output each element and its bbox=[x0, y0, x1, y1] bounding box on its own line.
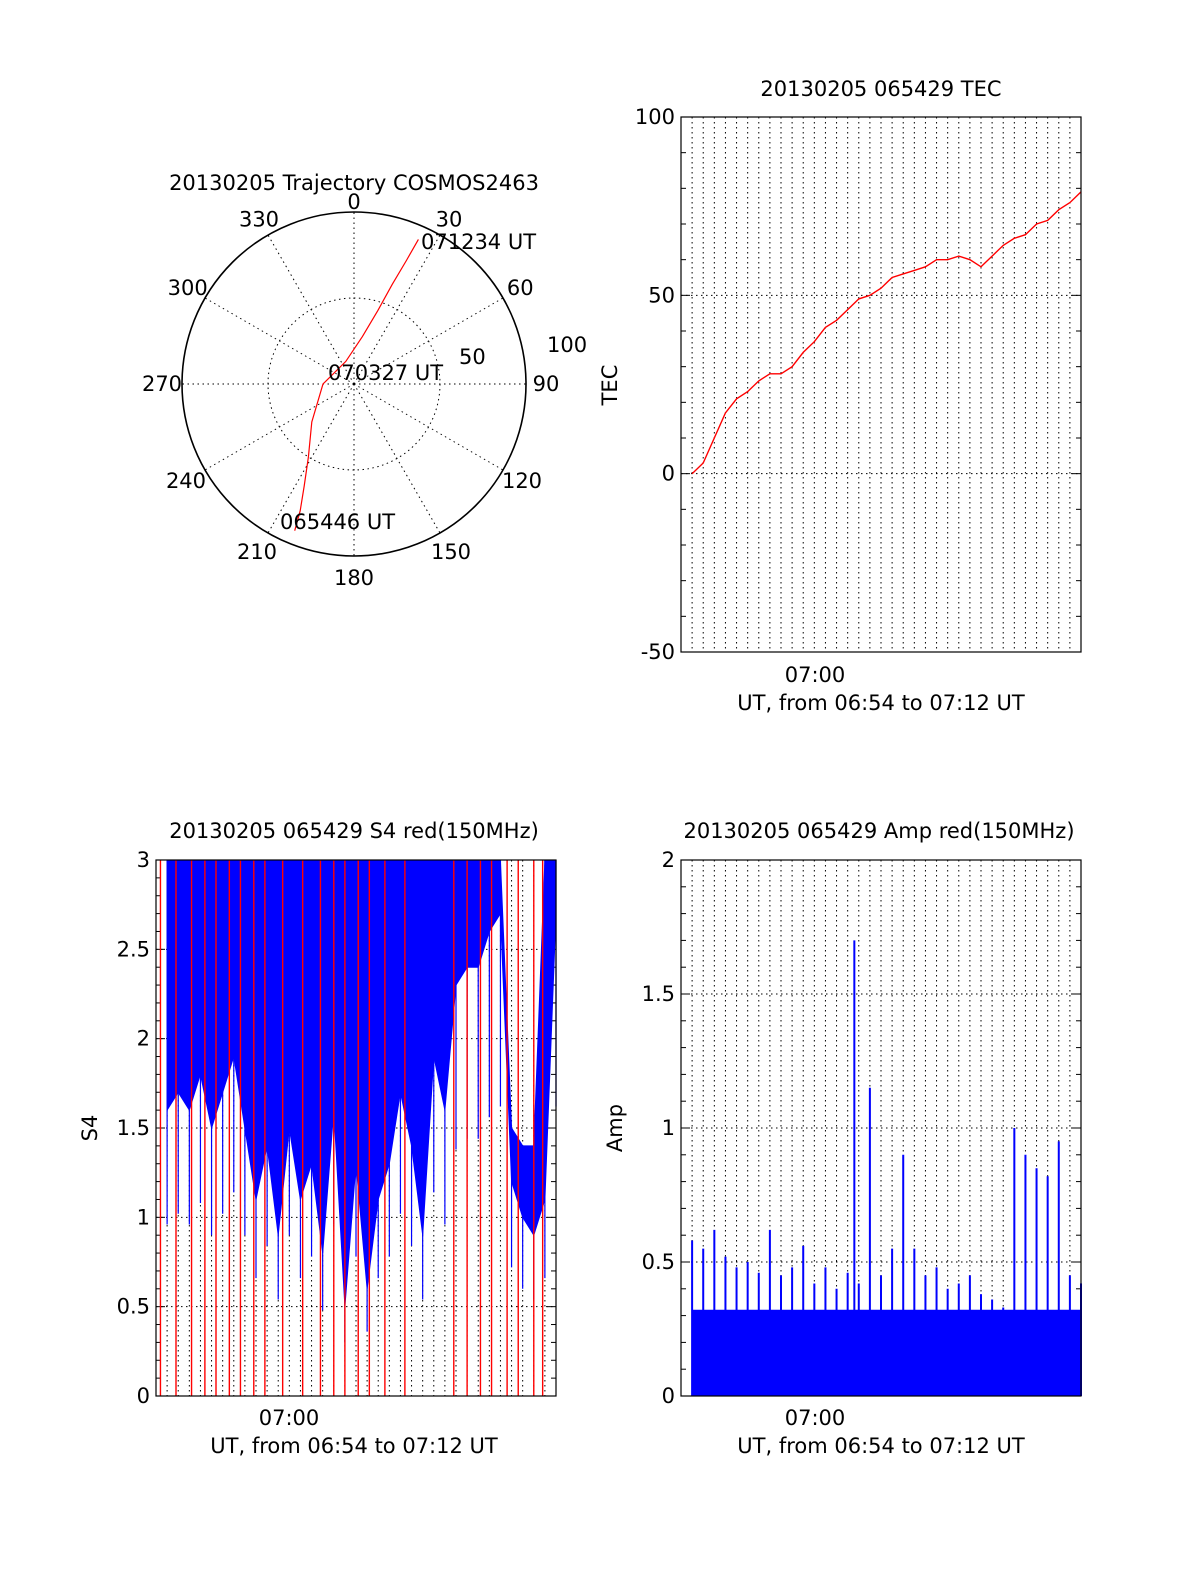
polar-azimuth-label-270: 270 bbox=[142, 372, 182, 396]
amp-y-tick-0.5: 0.5 bbox=[642, 1250, 675, 1274]
tec-grid bbox=[681, 116, 1081, 653]
polar-azimuth-label-30: 30 bbox=[436, 207, 463, 231]
s4-y-tick-2: 2 bbox=[137, 1027, 150, 1051]
s4-y-tick-1: 1 bbox=[137, 1205, 150, 1229]
polar-spoke-300 bbox=[204, 297, 355, 385]
tec-series bbox=[691, 191, 1082, 475]
s4-x-axis-label: UT, from 06:54 to 07:12 UT bbox=[210, 1434, 498, 1458]
tec-y-tick-labels: -50 0 50 100 bbox=[635, 105, 675, 664]
polar-spoke-330 bbox=[267, 234, 355, 385]
tec-y-tick-50: 50 bbox=[648, 283, 675, 307]
trajectory-mid-label: 070327 UT bbox=[328, 361, 443, 385]
tec-x-tick-label: 07:00 bbox=[785, 663, 846, 687]
tec-plot-frame bbox=[680, 116, 1082, 653]
polar-spoke-150 bbox=[353, 383, 441, 534]
s4-y-tick-3: 3 bbox=[137, 848, 150, 872]
polar-trajectory-chart: 20130205 Trajectory COSMOS2463 0 30 60 90 12… bbox=[142, 171, 587, 590]
amp-y-tick-2: 2 bbox=[662, 848, 675, 872]
s4-chart: 20130205 065429 S4 red(150MHz) 0 0.5 1 1.5 2… bbox=[78, 819, 557, 1458]
s4-blue-band bbox=[166, 859, 557, 1307]
trajectory-end-label: 071234 UT bbox=[421, 230, 536, 254]
s4-series bbox=[159, 859, 557, 1396]
s4-y-tick-2.5: 2.5 bbox=[117, 937, 150, 961]
s4-y-tick-0: 0 bbox=[137, 1384, 150, 1408]
polar-azimuth-label-240: 240 bbox=[166, 469, 206, 493]
polar-spoke-210 bbox=[267, 383, 355, 534]
s4-plot-frame bbox=[155, 859, 557, 1397]
tec-y-tick--50: -50 bbox=[641, 640, 675, 664]
polar-azimuth-label-210: 210 bbox=[237, 540, 277, 564]
tec-y-axis-label: TEC bbox=[598, 365, 622, 407]
tec-y-tick-100: 100 bbox=[635, 105, 675, 129]
amp-base-fill bbox=[691, 1309, 1082, 1397]
trajectory-start-label: 065446 UT bbox=[280, 510, 395, 534]
amp-x-tick-label: 07:00 bbox=[785, 1406, 846, 1430]
s4-y-tick-0.5: 0.5 bbox=[117, 1295, 150, 1319]
amp-y-tick-0: 0 bbox=[662, 1384, 675, 1408]
amp-chart: 20130205 065429 Amp red(150MHz) 0 0.5 1 1.5… bbox=[603, 819, 1082, 1458]
amp-y-tick-1.5: 1.5 bbox=[642, 982, 675, 1006]
polar-spoke-120 bbox=[353, 383, 504, 471]
s4-y-axis-label: S4 bbox=[78, 1115, 102, 1142]
amp-series bbox=[691, 940, 1082, 1397]
tec-y-tick-0: 0 bbox=[662, 462, 675, 486]
amp-y-tick-labels: 0 0.5 1 1.5 2 bbox=[642, 848, 675, 1408]
tec-title: 20130205 065429 TEC bbox=[760, 77, 1001, 101]
tec-series-line bbox=[691, 191, 1082, 475]
polar-azimuth-label-330: 330 bbox=[239, 207, 279, 231]
polar-radial-label-100: 100 bbox=[547, 333, 587, 357]
polar-spoke-60 bbox=[353, 297, 504, 385]
polar-azimuth-labels: 0 30 60 90 120 150 180 210 240 270 300 330 bbox=[142, 190, 559, 590]
polar-azimuth-label-150: 150 bbox=[431, 540, 471, 564]
polar-outer-circle bbox=[181, 211, 527, 557]
polar-grid bbox=[182, 212, 526, 556]
polar-trajectory-line bbox=[294, 239, 419, 531]
polar-azimuth-label-120: 120 bbox=[502, 469, 542, 493]
amp-plot-frame bbox=[680, 859, 1082, 1397]
amp-y-tick-1: 1 bbox=[662, 1116, 675, 1140]
polar-spoke-240 bbox=[204, 383, 355, 471]
tec-chart: 20130205 065429 TEC -50 0 50 100 07:00 UT, … bbox=[598, 77, 1082, 715]
polar-azimuth-label-60: 60 bbox=[507, 276, 534, 300]
polar-azimuth-label-0: 0 bbox=[347, 190, 360, 214]
s4-y-tick-1.5: 1.5 bbox=[117, 1116, 150, 1140]
s4-title: 20130205 065429 S4 red(150MHz) bbox=[169, 819, 539, 843]
polar-spoke-30 bbox=[353, 234, 441, 385]
tec-x-axis-label: UT, from 06:54 to 07:12 UT bbox=[737, 691, 1025, 715]
s4-x-tick-label: 07:00 bbox=[259, 1406, 320, 1430]
polar-azimuth-label-90: 90 bbox=[533, 372, 560, 396]
polar-radial-label-50: 50 bbox=[459, 345, 486, 369]
polar-azimuth-label-300: 300 bbox=[168, 276, 208, 300]
amp-y-axis-label: Amp bbox=[603, 1104, 627, 1152]
polar-azimuth-label-180: 180 bbox=[334, 566, 374, 590]
amp-x-axis-label: UT, from 06:54 to 07:12 UT bbox=[737, 1434, 1025, 1458]
amp-title: 20130205 065429 Amp red(150MHz) bbox=[683, 819, 1074, 843]
s4-y-tick-labels: 0 0.5 1 1.5 2 2.5 3 bbox=[117, 848, 150, 1408]
polar-title: 20130205 Trajectory COSMOS2463 bbox=[169, 171, 539, 195]
